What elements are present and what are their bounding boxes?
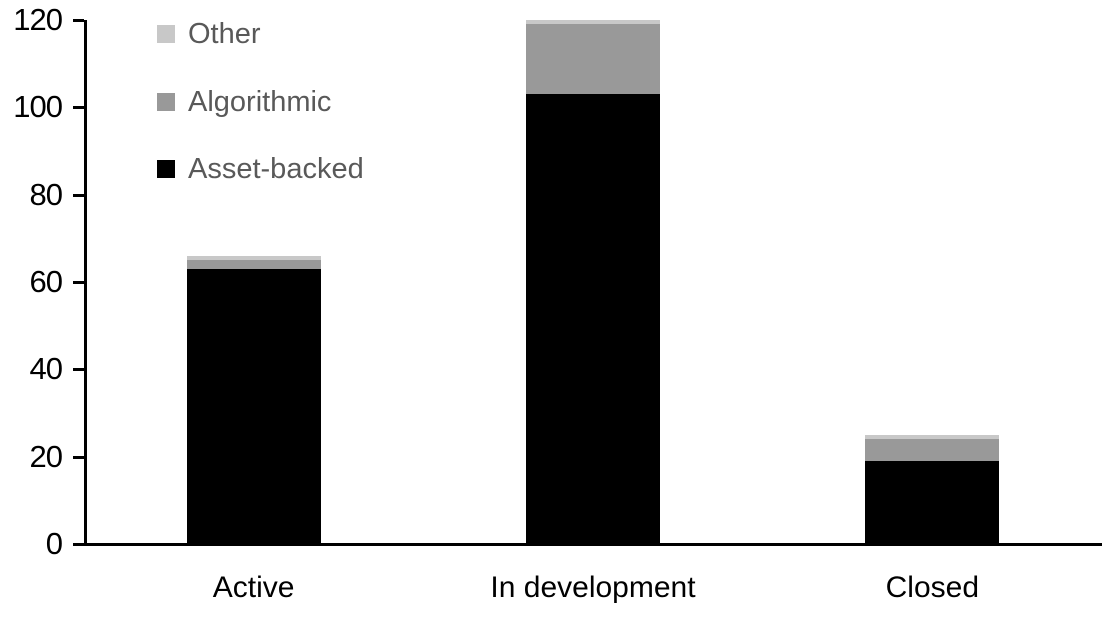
bar-segment-algorithmic-closed xyxy=(865,439,1000,462)
y-tick-label: 0 xyxy=(45,526,63,561)
y-tick-label: 100 xyxy=(13,89,63,125)
y-tick-label: 60 xyxy=(29,264,63,299)
legend-label: Asset-backed xyxy=(188,153,364,185)
legend-label: Algorithmic xyxy=(188,85,332,118)
bar-segment-other-in-development xyxy=(526,20,660,25)
x-category-label-closed: Closed xyxy=(885,571,980,604)
bar-segment-asset-backed-closed xyxy=(865,461,1000,544)
legend-swatch-icon xyxy=(157,92,175,111)
y-tick-mark xyxy=(73,19,84,22)
x-axis-line xyxy=(84,543,1102,546)
bar-segment-asset-backed-active xyxy=(186,268,321,544)
legend-label: Other xyxy=(188,18,261,50)
bar-segment-other-active xyxy=(186,255,321,261)
y-tick-label: 120 xyxy=(13,2,63,37)
y-tick-label: 80 xyxy=(29,176,63,212)
bar-segment-algorithmic-in-development xyxy=(526,24,660,95)
y-tick-mark xyxy=(73,193,84,197)
y-tick-mark xyxy=(73,281,84,284)
y-tick-mark xyxy=(73,455,84,459)
x-category-label-active: Active xyxy=(212,571,295,604)
bar-segment-other-closed xyxy=(865,434,1000,440)
legend-item-asset-backed: Asset-backed xyxy=(157,152,364,186)
bar-segment-asset-backed-in-development xyxy=(526,94,660,544)
y-tick-mark xyxy=(73,368,84,372)
x-category-label-in-development: In development xyxy=(490,571,696,604)
y-tick-mark xyxy=(73,543,84,546)
y-tick-mark xyxy=(73,106,84,110)
legend-item-other: Other xyxy=(157,17,261,51)
legend-swatch-icon xyxy=(157,160,175,178)
y-tick-label: 20 xyxy=(29,438,63,474)
y-axis-line xyxy=(84,20,87,546)
legend-item-algorithmic: Algorithmic xyxy=(157,85,331,119)
y-tick-label: 40 xyxy=(29,351,63,387)
bar-segment-algorithmic-active xyxy=(186,260,321,269)
legend-swatch-icon xyxy=(157,25,175,43)
